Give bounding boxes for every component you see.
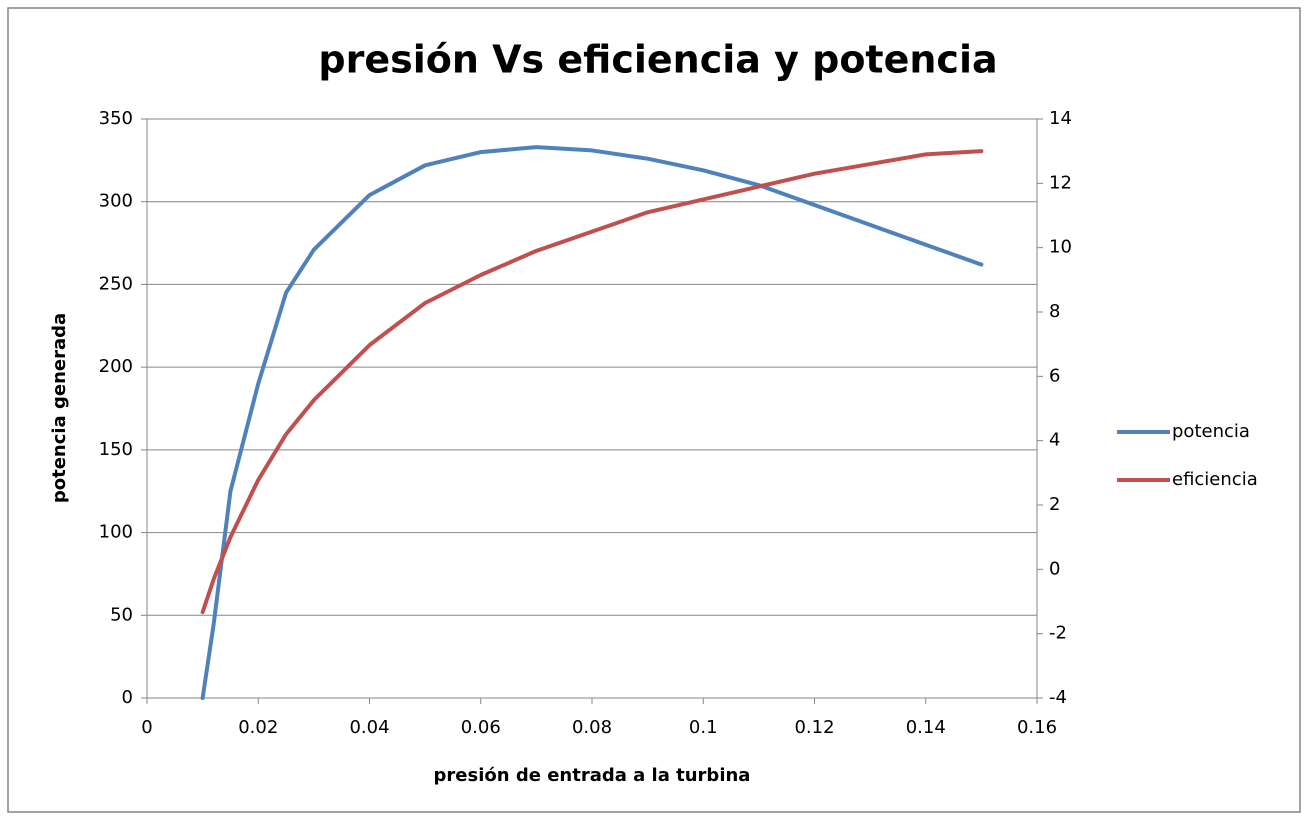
y2-tick-label: 12 (1049, 172, 1072, 193)
y-tick-label: 300 (99, 191, 133, 212)
y2-tick-label: -4 (1049, 687, 1067, 708)
y2-tick-label: -2 (1049, 623, 1067, 644)
x-axis-label: presión de entrada a la turbina (434, 765, 751, 786)
y2-tick-label: 14 (1049, 108, 1072, 129)
y-tick-label: 200 (99, 356, 133, 377)
chart-title: presión Vs eficiencia y potencia (318, 38, 997, 82)
y-tick-label: 50 (110, 604, 133, 625)
y-tick-label: 100 (99, 522, 133, 543)
y2-tick-label: 2 (1049, 494, 1060, 515)
x-tick-label: 0.04 (349, 717, 389, 738)
x-tick-label: 0.1 (689, 717, 718, 738)
line-series (200, 149, 984, 615)
x-tick-label: 0.08 (572, 717, 612, 738)
y-tick-label: 250 (99, 273, 133, 294)
y-tick-label: 0 (122, 687, 133, 708)
y-tick-label: 150 (99, 439, 133, 460)
line-series (200, 145, 984, 700)
y2-tick-label: 8 (1049, 301, 1060, 322)
y-tick-label: 350 (99, 108, 133, 129)
x-tick-label: 0 (141, 717, 152, 738)
y2-tick-label: 4 (1049, 430, 1060, 451)
x-tick-label: 0.02 (238, 717, 278, 738)
chart-border (7, 7, 1301, 813)
y2-tick-label: 0 (1049, 558, 1060, 579)
y-axis-label: potencia generada (49, 313, 70, 503)
x-tick-label: 0.12 (794, 717, 834, 738)
x-tick-label: 0.06 (461, 717, 501, 738)
legend-label: potencia (1172, 421, 1250, 442)
legend-label: eficiencia (1172, 469, 1258, 490)
x-tick-label: 0.16 (1017, 717, 1057, 738)
x-tick-label: 0.14 (906, 717, 946, 738)
y2-tick-label: 10 (1049, 237, 1072, 258)
y2-tick-label: 6 (1049, 365, 1060, 386)
